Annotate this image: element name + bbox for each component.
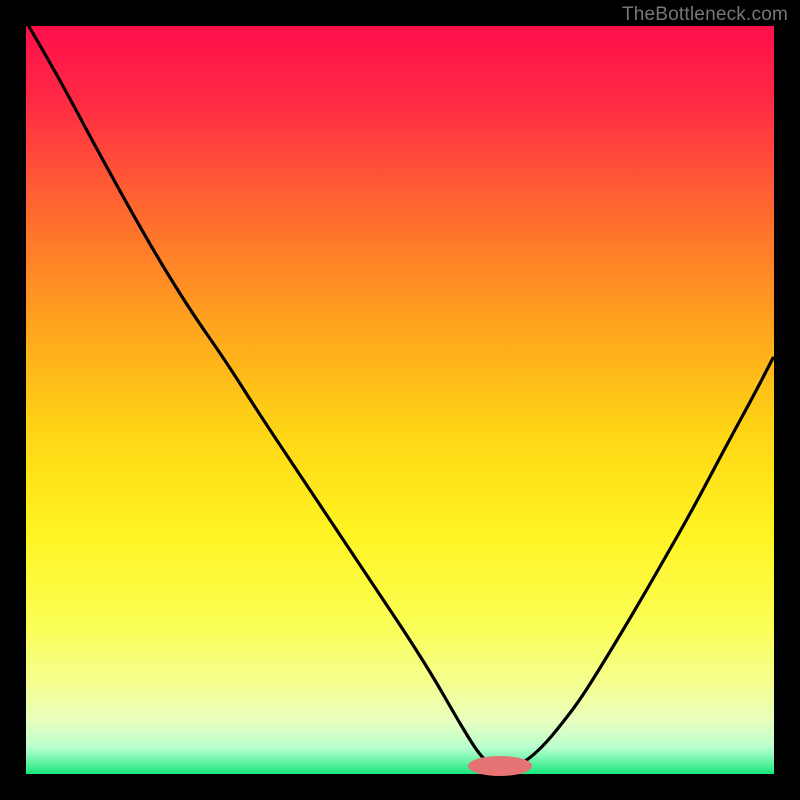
watermark-text: TheBottleneck.com [622,4,788,26]
plot-background [0,0,800,800]
gradient-fill [26,26,774,774]
chart-frame: TheBottleneck.com [0,0,800,800]
